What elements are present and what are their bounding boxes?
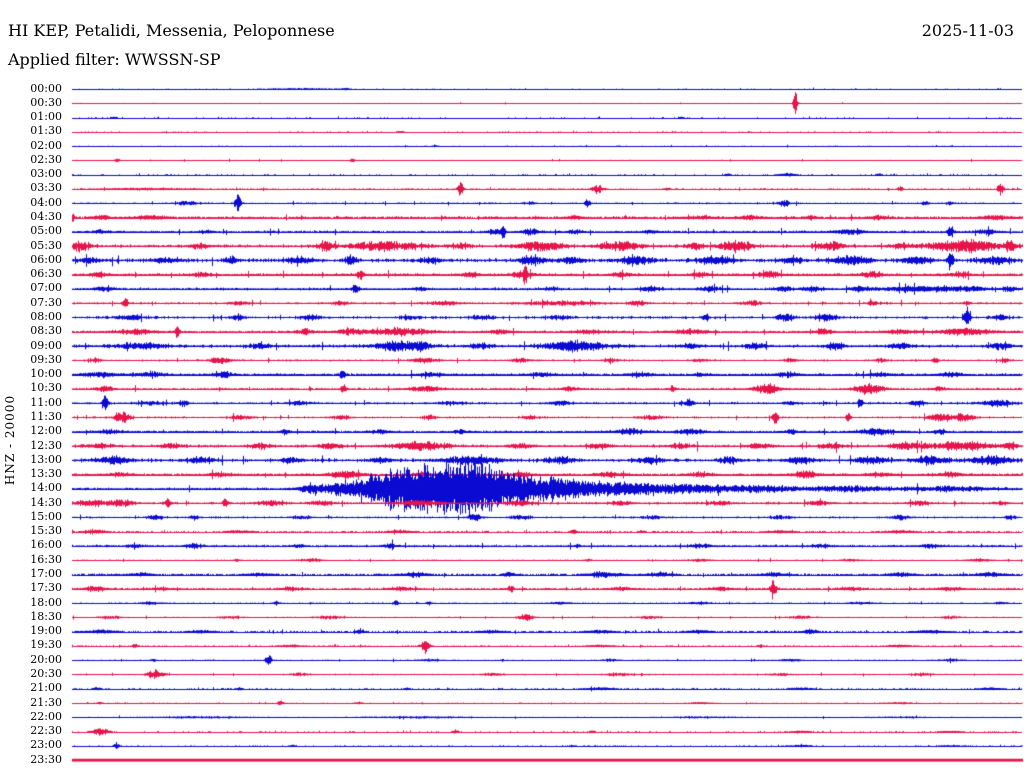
helicorder-page: HI KEP, Petalidi, Messenia, Peloponnese … [0, 0, 1024, 780]
seismogram-traces-canvas [0, 0, 1024, 780]
